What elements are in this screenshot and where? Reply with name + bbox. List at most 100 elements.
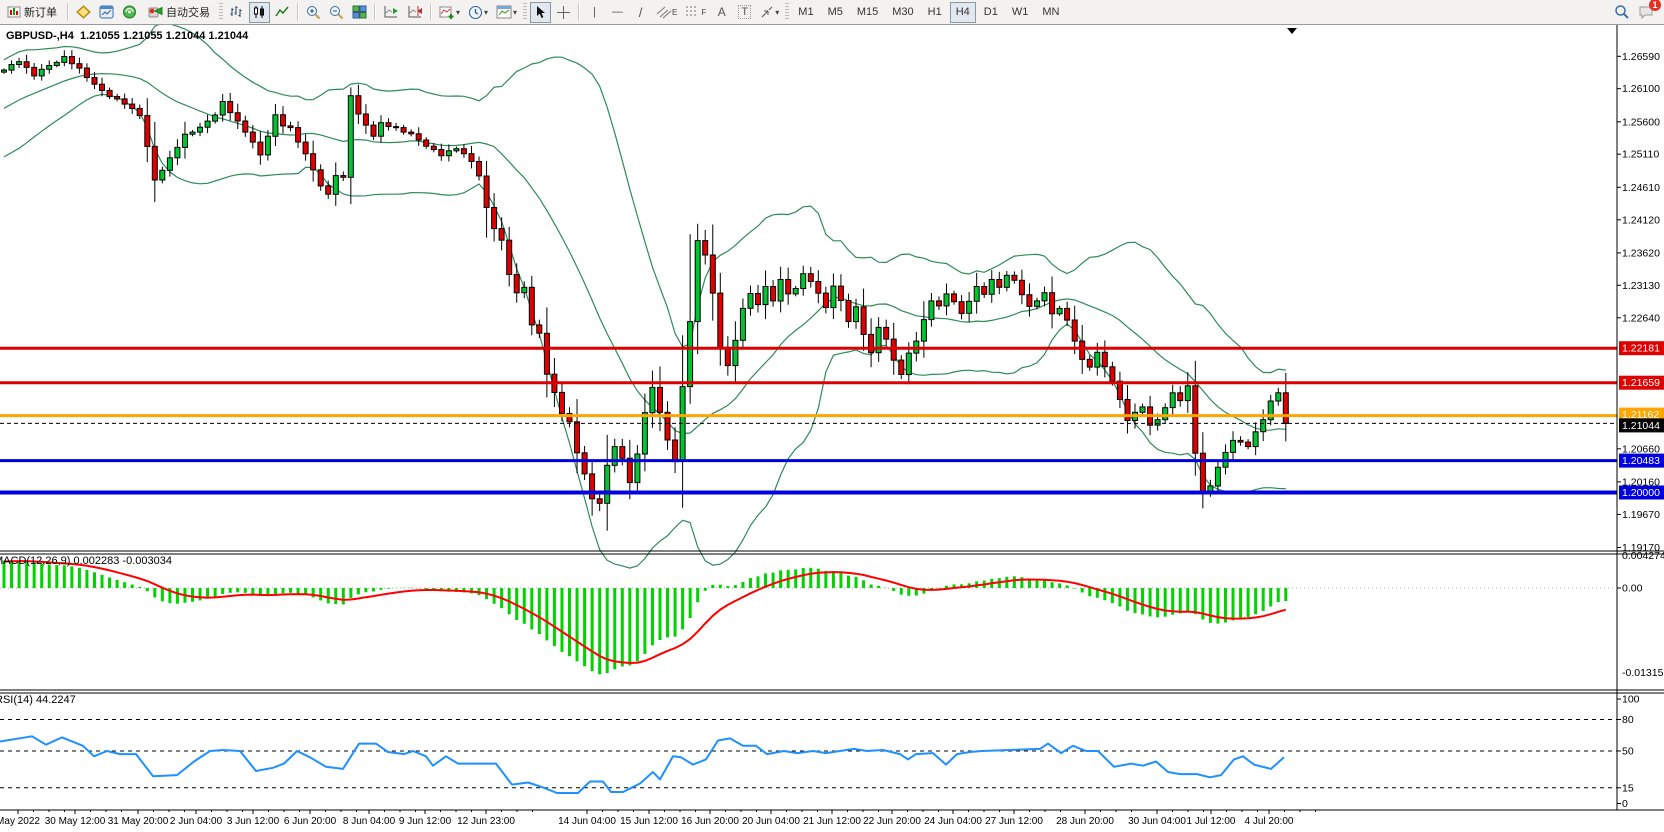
toolbar-grip (523, 3, 528, 21)
timeframe-button-mn[interactable]: MN (1042, 6, 1060, 18)
arrows-tool-button[interactable]: ▾ (757, 2, 782, 23)
chart-title: GBPUSD-,H4 1.21055 1.21055 1.21044 1.210… (6, 30, 248, 42)
svg-text:1.22181: 1.22181 (1622, 343, 1660, 355)
crosshair-icon (557, 5, 571, 19)
auto-trading-button[interactable]: 自动交易 (142, 2, 216, 23)
chart-shift-button[interactable] (404, 2, 426, 23)
market-watch-button[interactable] (96, 2, 117, 23)
svg-text:22 Jun 20:00: 22 Jun 20:00 (863, 816, 921, 827)
time-axis: May 2022 30 May 12:00 31 May 20:00 2 Jun 04… (0, 810, 1316, 827)
crosshair-tool-button[interactable] (553, 2, 574, 23)
zoom-in-icon (307, 5, 321, 19)
timeframe-button-m1[interactable]: M1 (798, 6, 814, 18)
notification-badge: 1 (1649, 0, 1661, 11)
svg-text:31 May 20:00: 31 May 20:00 (108, 816, 169, 827)
svg-text:1 Jul 12:00: 1 Jul 12:00 (1187, 816, 1236, 827)
profiles-icon (76, 5, 91, 19)
bar-chart-button[interactable] (226, 2, 247, 23)
dropdown-caret: ▾ (513, 7, 518, 17)
separator (374, 3, 376, 21)
svg-text:1.20483: 1.20483 (1622, 455, 1660, 467)
new-order-button[interactable]: 新订单 (1, 2, 63, 23)
notifications-button[interactable]: 1 (1635, 0, 1661, 23)
candlestick-chart-button[interactable] (249, 1, 270, 23)
svg-text:30 May 12:00: 30 May 12:00 (45, 816, 106, 827)
separator (430, 3, 432, 21)
svg-text:12 Jun 23:00: 12 Jun 23:00 (457, 816, 515, 827)
fibonacci-tool-button[interactable]: F (682, 2, 709, 23)
svg-text:1.19670: 1.19670 (1622, 509, 1660, 521)
svg-text:1.22640: 1.22640 (1622, 312, 1660, 324)
equidistant-channel-icon (656, 6, 672, 19)
svg-text:1.19170: 1.19170 (1622, 542, 1660, 554)
svg-text:2 Jun 04:00: 2 Jun 04:00 (170, 816, 223, 827)
svg-text:9 Jun 12:00: 9 Jun 12:00 (399, 816, 452, 827)
svg-text:4 Jul 20:00: 4 Jul 20:00 (1245, 816, 1294, 827)
profiles-button[interactable] (73, 2, 94, 23)
candles-layer (1, 50, 1289, 531)
chart-window[interactable]: 1.26590 1.26100 1.25600 1.25110 1.24610 1.241… (0, 25, 1664, 832)
channel-tool-button[interactable]: E (653, 2, 680, 23)
cursor-tool-button[interactable] (530, 1, 552, 23)
timeframe-button-m15[interactable]: M15 (856, 6, 879, 18)
templates-button[interactable]: ▾ (493, 2, 520, 23)
chart-frame (0, 25, 1664, 811)
chart-canvas[interactable]: 1.26590 1.26100 1.25600 1.25110 1.24610 1.241… (0, 25, 1664, 832)
dropdown-caret: ▾ (456, 7, 461, 17)
macd-panel: 0.004274 0.00 -0.013153 (0, 550, 1664, 679)
separator (297, 3, 299, 21)
timeframe-button-w1[interactable]: W1 (1011, 6, 1029, 18)
svg-text:20 Jun 04:00: 20 Jun 04:00 (742, 816, 800, 827)
chart-shift-icon (408, 6, 422, 18)
svg-text:0.004274: 0.004274 (1622, 550, 1664, 562)
svg-text:1.25110: 1.25110 (1622, 149, 1659, 161)
new-order-label: 新订单 (24, 7, 57, 19)
text-tool-button[interactable]: A (711, 2, 732, 23)
svg-text:15 Jun 12:00: 15 Jun 12:00 (620, 816, 678, 827)
timeframe-button-h1[interactable]: H1 (927, 6, 942, 18)
tile-windows-button[interactable] (349, 2, 370, 23)
svg-text:3 Jun 12:00: 3 Jun 12:00 (227, 816, 280, 827)
rsi-panel: 100 80 50 15 0 (0, 694, 1640, 810)
market-watch-icon (99, 5, 114, 19)
periods-button[interactable]: ▾ (465, 2, 491, 23)
line-chart-button[interactable] (272, 2, 293, 23)
svg-text:30 Jun 04:00: 30 Jun 04:00 (1128, 816, 1186, 827)
main-toolbar: 新订单 自动交易 ▾ ▾ (0, 0, 1664, 25)
text-label-tool-button[interactable]: T (734, 2, 755, 23)
trendline-tool-button[interactable]: / (630, 2, 651, 23)
svg-text:24 Jun 04:00: 24 Jun 04:00 (924, 816, 982, 827)
periods-icon (469, 5, 483, 19)
svg-text:14 Jun 04:00: 14 Jun 04:00 (558, 816, 616, 827)
svg-text:0.00: 0.00 (1622, 583, 1643, 595)
search-button[interactable] (1611, 2, 1633, 23)
svg-text:27 Jun 12:00: 27 Jun 12:00 (985, 816, 1043, 827)
toolbar-grip (785, 3, 790, 21)
vertical-line-tool-button[interactable]: | (584, 2, 605, 23)
auto-scroll-button[interactable] (380, 2, 402, 23)
auto-scroll-icon (384, 6, 398, 18)
horizontal-lines-layer (0, 346, 1617, 495)
indicators-button[interactable]: ▾ (436, 2, 463, 23)
zoom-in-button[interactable] (303, 2, 324, 23)
search-icon (1615, 5, 1629, 19)
zoom-out-button[interactable] (326, 2, 347, 23)
timeframe-button-d1[interactable]: D1 (983, 6, 998, 18)
svg-text:1.20000: 1.20000 (1622, 487, 1660, 499)
toolbar-grip (219, 3, 223, 21)
navigator-button[interactable] (119, 2, 140, 23)
price-axis: 1.26590 1.26100 1.25600 1.25110 1.24610 1.241… (1617, 51, 1664, 554)
arrows-icon (761, 6, 773, 18)
timeframe-button-h4[interactable]: H4 (949, 1, 976, 23)
svg-text:1.24120: 1.24120 (1622, 214, 1660, 226)
horizontal-line-tool-button[interactable]: — (607, 2, 628, 23)
svg-text:21 Jun 12:00: 21 Jun 12:00 (803, 816, 861, 827)
horizontal-line-glyph: — (612, 6, 624, 18)
timeframe-button-m30[interactable]: M30 (892, 6, 914, 18)
svg-text:16 Jun 20:00: 16 Jun 20:00 (681, 816, 739, 827)
svg-text:1.21162: 1.21162 (1622, 409, 1659, 421)
svg-text:100: 100 (1622, 694, 1640, 706)
timeframe-button-m5[interactable]: M5 (827, 6, 843, 18)
templates-icon (496, 5, 512, 19)
ohlc-values: 1.21055 1.21055 1.21044 1.21044 (79, 30, 249, 42)
